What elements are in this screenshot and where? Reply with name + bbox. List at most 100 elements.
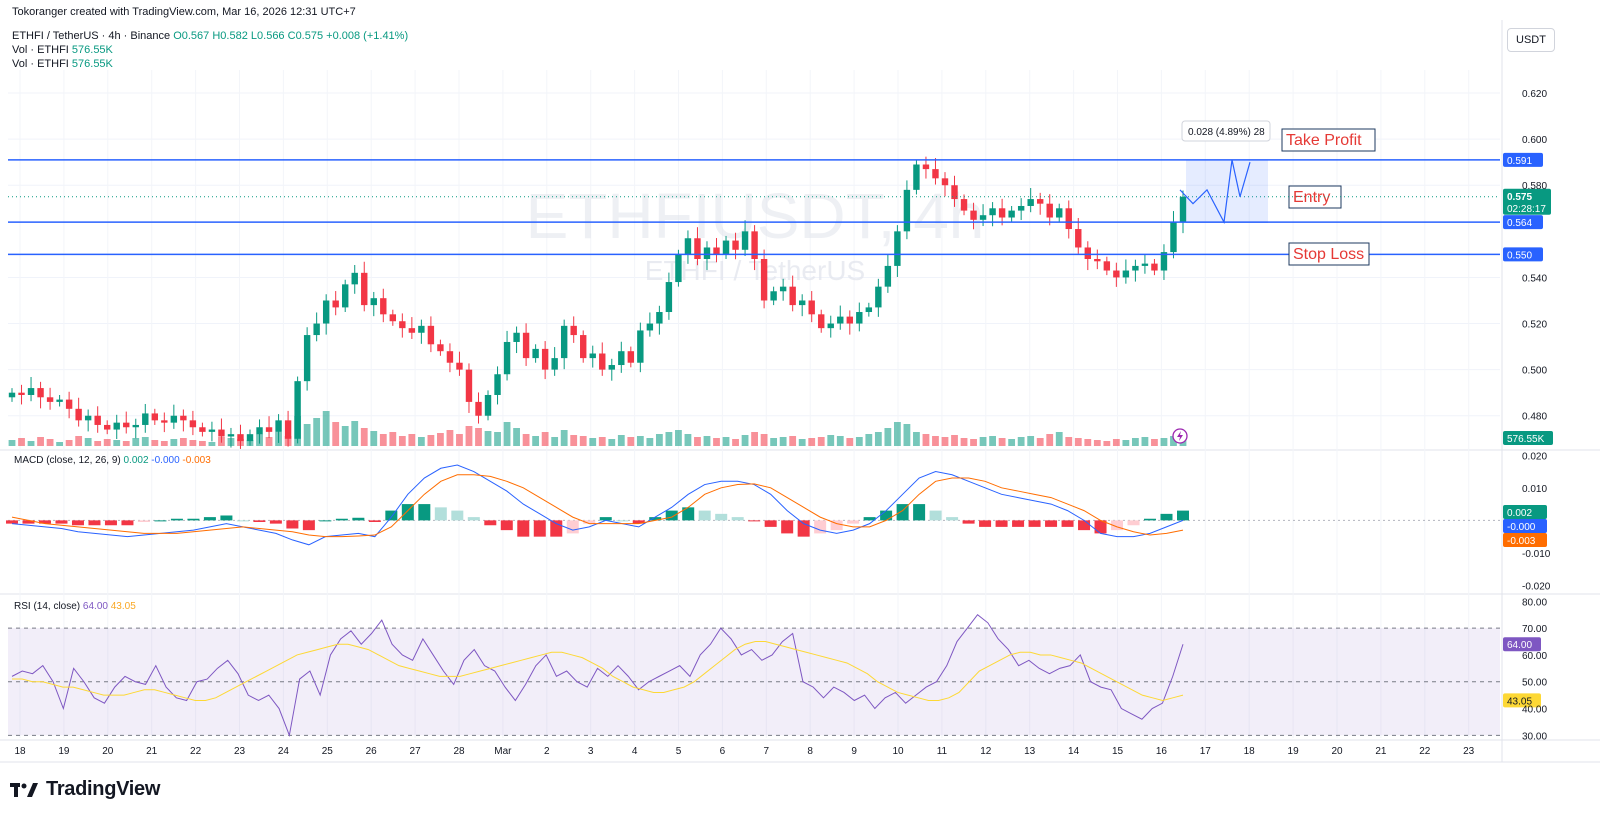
volume-bar — [789, 436, 797, 446]
macd-histogram-bar — [1094, 520, 1107, 534]
macd-histogram-bar — [38, 520, 51, 524]
candle-body — [303, 335, 311, 382]
candle-body — [456, 362, 463, 370]
macd-histogram-bar — [1127, 520, 1140, 526]
rsi-pane: 64.00 43.05 — [8, 614, 1541, 738]
volume-legend-2: Vol · ETHFI 576.55K — [12, 58, 113, 70]
volume-bar — [446, 430, 454, 446]
macd-histogram-bar — [319, 520, 332, 522]
tradingview-logo-icon — [10, 782, 38, 797]
candle-body — [246, 434, 254, 442]
price-tick-label: 0.500 — [1522, 366, 1547, 377]
candle-body — [1170, 222, 1177, 253]
macd-histogram-bar — [847, 520, 860, 524]
candle-body — [637, 330, 644, 363]
macd-histogram-bar — [517, 520, 530, 537]
price-levels: 0.591 Take Profit 0.564 Entry 0.550 Stop Loss… — [8, 128, 1553, 445]
volume-bar — [884, 428, 892, 446]
volume-legend-label: Vol · ETHFI — [12, 58, 69, 70]
candle-body — [789, 286, 796, 306]
author-credit: Tokoranger created with TradingView.com,… — [12, 6, 356, 18]
rsi-value-text: 43.05 — [1507, 696, 1532, 707]
volume-bar — [37, 437, 44, 446]
candle-body — [465, 369, 473, 402]
rsi-ma-line — [12, 641, 1184, 702]
symbol-line: ETHFI / TetherUS · 4h · Binance — [12, 30, 171, 42]
volume-bar — [1074, 438, 1082, 446]
candle-body — [189, 420, 197, 428]
time-tick-label: 13 — [1024, 746, 1036, 757]
candle-body — [161, 420, 168, 423]
volume-bar — [1160, 438, 1168, 446]
time-tick-label: 4 — [632, 746, 638, 757]
time-tick-label: 20 — [1331, 746, 1343, 757]
macd-histogram-bar — [715, 513, 728, 521]
candle-body — [560, 325, 568, 359]
macd-histogram-bar — [929, 510, 942, 521]
volume-bar — [684, 434, 692, 446]
volume-bar — [437, 433, 444, 446]
volume-bar — [513, 428, 520, 446]
candle-body — [913, 164, 920, 190]
time-tick-label: 14 — [1068, 746, 1080, 757]
volume-bar — [932, 436, 939, 446]
macd-value-tag — [1503, 505, 1547, 519]
candle-body — [1094, 259, 1101, 262]
candle-body — [580, 335, 587, 359]
macd-histogram-bar — [665, 510, 678, 521]
level-annotation-box — [1281, 128, 1376, 152]
macd-legend-value: -0.003 — [180, 455, 212, 466]
rsi-tick-label: 70.00 — [1522, 624, 1547, 635]
volume-bar — [827, 435, 835, 446]
candle-body — [1017, 205, 1025, 211]
volume-bar — [893, 422, 901, 446]
candle-body — [84, 415, 92, 421]
candle-body — [208, 429, 216, 432]
level-price-tag — [1503, 247, 1543, 262]
time-tick-label: 21 — [146, 746, 158, 757]
candle-body — [618, 351, 625, 366]
tradingview-brand[interactable]: TradingView — [10, 778, 160, 801]
volume-bar — [503, 422, 511, 446]
candle-body — [361, 272, 368, 306]
macd-histogram-bar — [1177, 510, 1189, 521]
macd-histogram-bar — [203, 517, 216, 521]
macd-histogram-bar — [1144, 518, 1157, 521]
brand-name: TradingView — [46, 778, 161, 800]
candle-body — [265, 427, 273, 432]
macd-histogram-bar — [913, 504, 926, 521]
volume-bar — [532, 436, 540, 446]
volume-bar — [1027, 436, 1035, 446]
volume-bar — [189, 440, 197, 446]
candle-body — [389, 314, 397, 322]
macd-histogram-bar — [1045, 520, 1058, 527]
level-annotation-label: Stop Loss — [1293, 246, 1364, 263]
volume-bar — [1036, 438, 1044, 446]
candle-body — [284, 420, 292, 439]
time-tick-label: 6 — [720, 746, 726, 757]
volume-legend-value: 576.55K — [71, 58, 113, 70]
volume-bar — [760, 434, 768, 446]
candle-body — [732, 240, 739, 250]
ohlc-change: +0.008 (+1.41%) — [326, 30, 409, 42]
macd-histogram-bar — [451, 510, 464, 521]
macd-histogram-bar — [302, 520, 315, 531]
macd-histogram-bar — [335, 518, 348, 521]
macd-histogram-bar — [1012, 520, 1025, 527]
current-price-tag — [1503, 188, 1551, 215]
macd-tick-label: 0.010 — [1522, 484, 1547, 495]
macd-value-text: -0.000 — [1507, 522, 1536, 533]
candle-body — [294, 381, 301, 439]
volume-bar — [332, 422, 340, 446]
candle-body — [322, 300, 330, 324]
currency-button[interactable]: USDT — [1507, 28, 1555, 52]
candle-body — [227, 434, 235, 437]
time-tick-label: 22 — [190, 746, 202, 757]
macd-histogram-bar — [962, 520, 975, 524]
macd-histogram-bar — [187, 518, 200, 521]
time-tick-label: 19 — [58, 746, 70, 757]
macd-histogram-bar — [137, 520, 150, 522]
measure-label-box — [1181, 120, 1271, 142]
volume-bar — [608, 439, 616, 446]
